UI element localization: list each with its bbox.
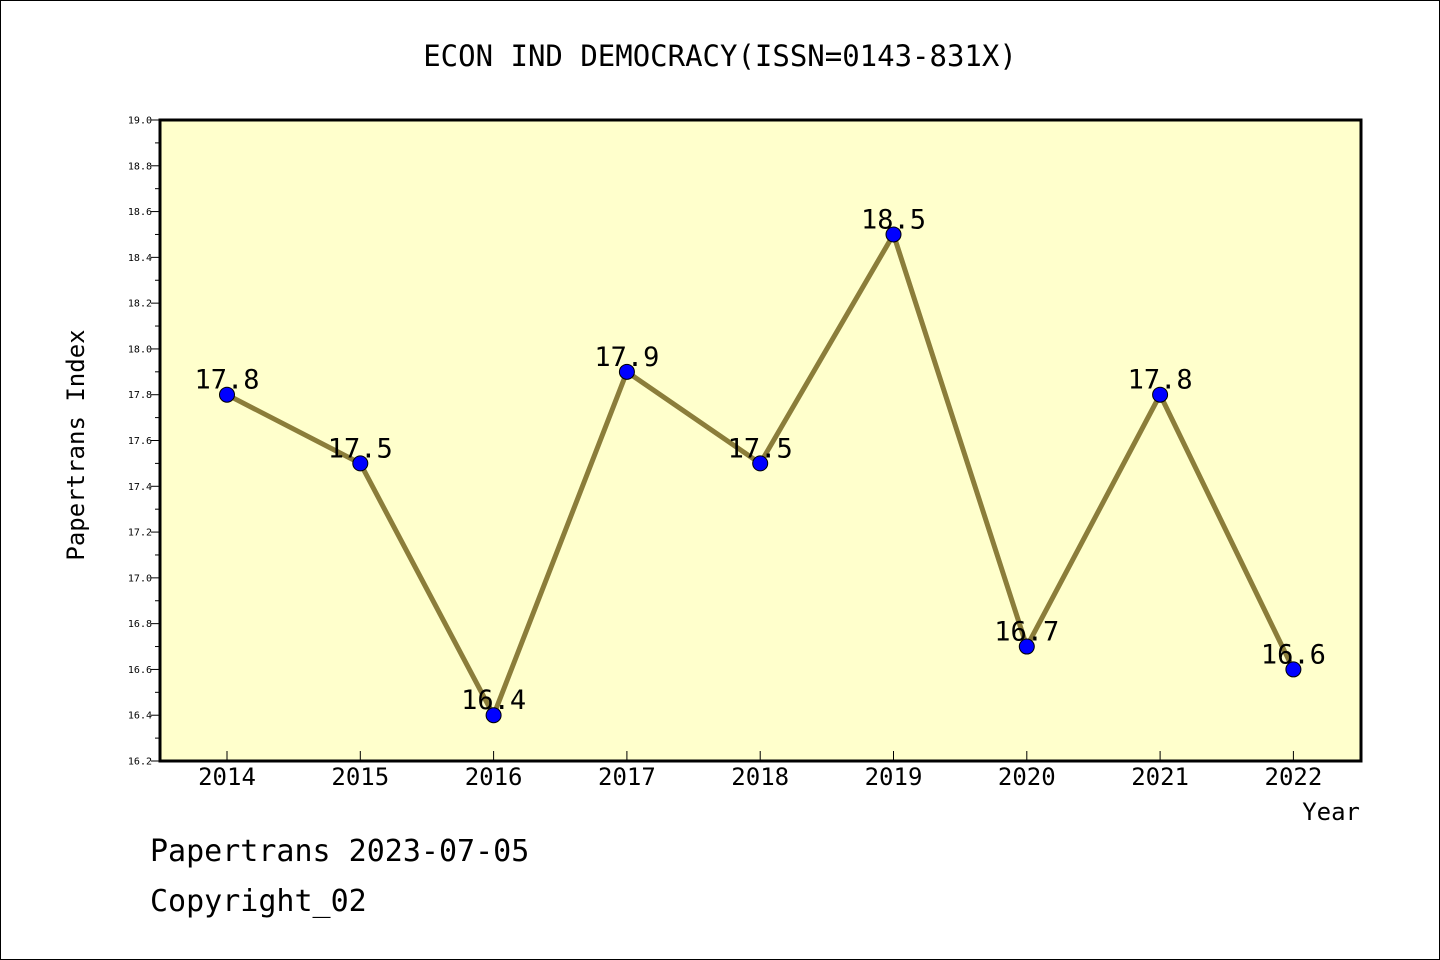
x-tick-label: 2016 (465, 763, 523, 791)
y-tick-label: 17.8 (128, 390, 152, 401)
y-tick-label: 18.6 (128, 207, 152, 218)
y-tick-label: 19.0 (128, 116, 152, 127)
y-tick-label: 16.4 (128, 711, 152, 722)
data-label: 17.5 (328, 433, 393, 464)
data-point (1018, 638, 1035, 655)
data-labels: 17.8 17.5 16.4 17.9 17.5 18.5 16.7 17.8 16.6 (194, 204, 1325, 716)
data-label: 17.8 (1128, 365, 1193, 396)
data-label: 18.5 (861, 204, 926, 235)
y-tick-label: 16.8 (128, 619, 152, 630)
y-tick-label: 18.2 (128, 299, 152, 310)
y-axis-label: Papertrans Index (62, 329, 90, 560)
data-point (1285, 661, 1302, 678)
x-tick-label: 2022 (1265, 763, 1323, 791)
data-label: 17.5 (728, 433, 793, 464)
y-axis: 16.2 16.4 16.6 16.8 17.0 17.2 17.4 17.6 17.8 18.0… (128, 116, 160, 768)
data-point (752, 455, 769, 472)
y-tick-label: 17.2 (128, 528, 152, 539)
data-point (485, 707, 502, 724)
plot-area (158, 118, 1363, 763)
x-tick-label: 2018 (731, 763, 789, 791)
data-point (352, 455, 369, 472)
x-tick-label: 2021 (1131, 763, 1189, 791)
y-tick-label: 18.4 (128, 253, 152, 264)
data-label: 16.4 (461, 685, 526, 716)
data-label: 16.7 (994, 617, 1059, 648)
y-tick-label: 17.4 (128, 482, 152, 493)
data-point (885, 226, 902, 243)
chart-title: ECON IND DEMOCRACY(ISSN=0143-831X) (423, 39, 1017, 73)
x-tick-label: 2017 (598, 763, 656, 791)
series-layer (219, 226, 1302, 724)
data-point (1152, 386, 1169, 403)
x-tick-label: 2019 (865, 763, 923, 791)
y-tick-label: 18.8 (128, 161, 152, 172)
y-tick-label: 16.2 (128, 757, 152, 768)
footer-date: Papertrans 2023-07-05 (150, 834, 530, 869)
x-axis-label: Year (1302, 798, 1360, 826)
data-label: 17.8 (194, 365, 259, 396)
data-label: 17.9 (594, 342, 659, 373)
y-tick-label: 17.6 (128, 436, 152, 447)
x-axis: 2014 2015 2016 2017 2018 2019 2020 2021 2022 (198, 751, 1322, 791)
y-tick-label: 18.0 (128, 344, 152, 355)
data-point (618, 363, 635, 380)
footer-copyright: Copyright_02 (150, 884, 367, 919)
y-tick-label: 16.6 (128, 665, 152, 676)
data-label: 16.6 (1261, 639, 1326, 670)
x-tick-label: 2020 (998, 763, 1056, 791)
y-tick-label: 17.0 (128, 573, 152, 584)
data-point (219, 386, 235, 403)
x-tick-label: 2015 (331, 763, 389, 791)
x-tick-label: 2014 (198, 763, 256, 791)
